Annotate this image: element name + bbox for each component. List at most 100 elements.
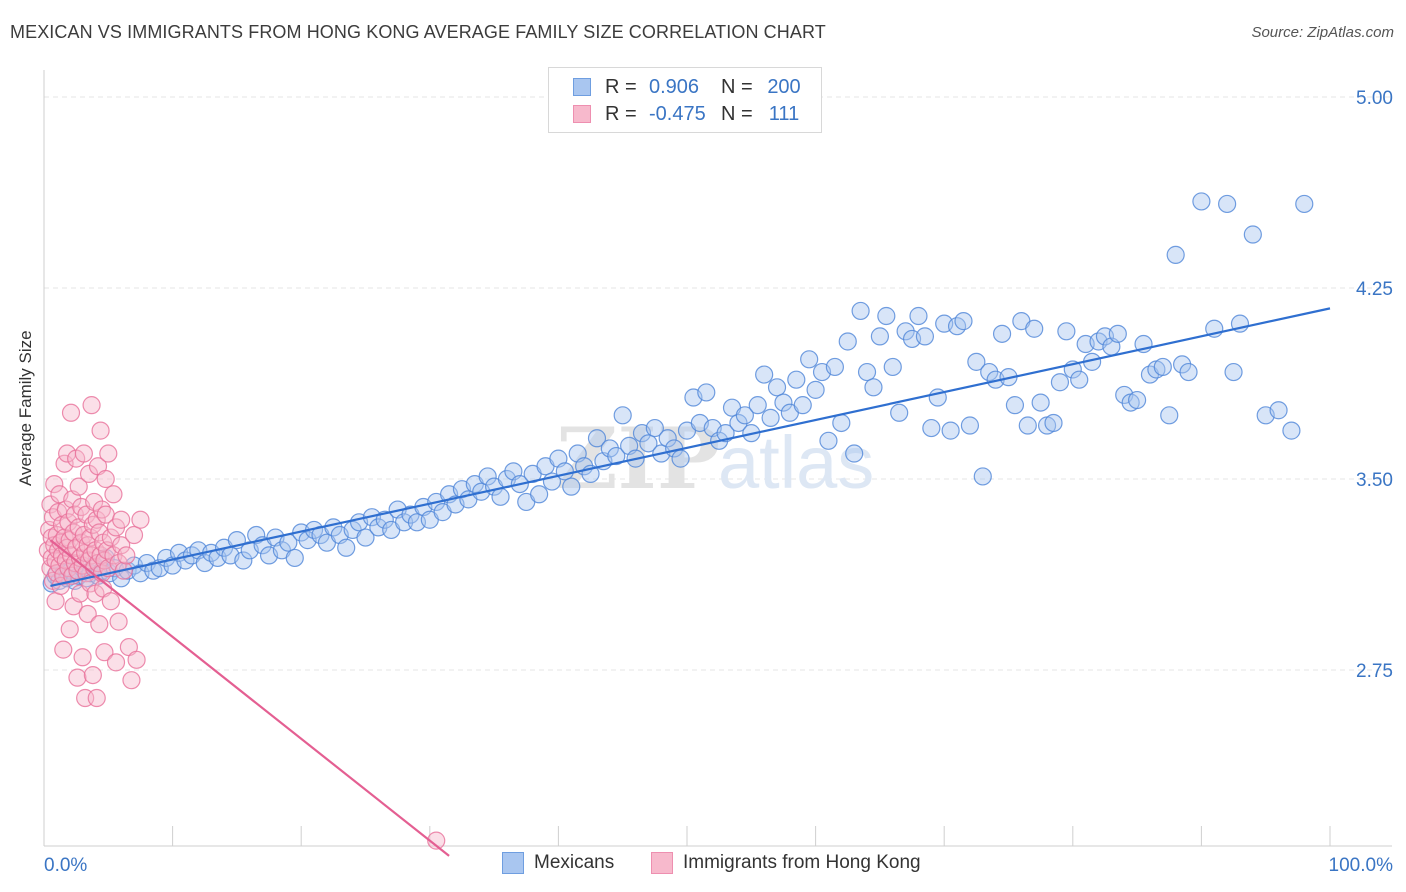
hong-kong-point <box>73 648 92 667</box>
mexicans-point <box>825 357 844 377</box>
mexicans-point <box>491 487 510 506</box>
hong-kong-point <box>46 592 65 611</box>
legend-swatch-blue <box>573 78 591 96</box>
mexicans-point <box>915 327 935 346</box>
y-tick-label: 4.25 <box>1356 279 1393 300</box>
mexicans-point <box>819 431 838 450</box>
hong-kong-point <box>122 671 141 690</box>
mexicans-point <box>1070 370 1089 389</box>
series-mexicans <box>42 192 1314 593</box>
mexicans-point <box>787 370 806 389</box>
gridlines <box>44 96 1392 671</box>
hong-kong-point <box>106 653 126 672</box>
chart-title: MEXICAN VS IMMIGRANTS FROM HONG KONG AVE… <box>10 22 826 42</box>
mexicans-point <box>1282 421 1301 440</box>
mexicans-point <box>992 324 1012 343</box>
mexicans-point <box>1179 362 1198 382</box>
mexicans-point <box>1127 390 1147 410</box>
mexicans-point <box>729 413 748 433</box>
mexicans-point <box>285 548 304 568</box>
legend-item-hong-kong: Immigrants from Hong Kong <box>651 852 921 874</box>
hong-kong-point <box>427 831 446 850</box>
trend-line-hong-kong <box>49 539 450 857</box>
hong-kong-point <box>117 546 136 565</box>
legend-swatch-mexicans <box>502 852 524 874</box>
mexicans-point <box>658 429 677 448</box>
hong-kong-point <box>68 668 87 687</box>
x-tick-label-max: 100.0% <box>1329 855 1394 876</box>
hong-kong-point <box>104 485 123 504</box>
mexicans-point <box>375 510 394 529</box>
mexicans-point <box>851 301 870 321</box>
mexicans-point <box>1192 192 1211 211</box>
mexicans-point <box>1050 373 1070 392</box>
hong-kong-point <box>124 525 144 545</box>
mexicans-point <box>337 538 356 557</box>
mexicans-point <box>1005 396 1025 415</box>
mexicans-point <box>774 393 793 412</box>
y-axis-label: Average Family Size <box>16 330 35 486</box>
legend-r-value: 0.906 <box>649 75 700 98</box>
trend-lines <box>49 307 1331 857</box>
mexicans-point <box>883 357 902 377</box>
hong-kong-point <box>60 620 79 639</box>
mexicans-point <box>806 380 825 399</box>
mexicans-point <box>716 424 735 443</box>
hong-kong-point <box>109 612 128 631</box>
mexicans-point <box>973 467 992 486</box>
mexicans-point <box>748 396 767 415</box>
hong-kong-point <box>61 403 81 422</box>
legend-item-mexicans: Mexicans <box>502 852 614 874</box>
stats-legend: R = 0.906 N = 200 R = -0.475 N = 111 <box>548 67 822 133</box>
legend-n-label: N = <box>721 102 753 125</box>
hong-kong-point <box>85 492 104 512</box>
legend-label-hong-kong: Immigrants from Hong Kong <box>683 852 921 873</box>
mexicans-point <box>1295 194 1314 214</box>
hong-kong-point <box>90 523 109 542</box>
mexicans-point <box>857 362 877 382</box>
mexicans-point <box>1057 322 1076 341</box>
hong-kong-point <box>90 615 109 634</box>
legend-r-label: R = <box>605 102 637 125</box>
tick-labels: 5.00 4.25 3.50 2.75 0.0% 100.0% <box>44 88 1393 876</box>
mexicans-point <box>800 350 819 369</box>
mexicans-point <box>671 449 690 468</box>
mexicans-point <box>1031 393 1050 412</box>
mexicans-point <box>941 421 960 440</box>
mexicans-point <box>838 332 857 351</box>
axes <box>43 70 1392 847</box>
hong-kong-point <box>54 640 73 659</box>
hong-kong-point <box>78 604 97 624</box>
mexicans-point <box>1018 416 1037 435</box>
trend-line-mexicans <box>50 307 1331 588</box>
mexicans-point <box>1224 362 1243 382</box>
mexicans-point <box>1044 413 1063 433</box>
y-tick-label: 5.00 <box>1356 88 1393 109</box>
mexicans-point <box>1025 319 1044 338</box>
mexicans-point <box>832 413 851 433</box>
mexicans-point <box>767 378 787 397</box>
hong-kong-point <box>87 688 106 708</box>
y-tick-label: 2.75 <box>1356 661 1393 682</box>
mexicans-point <box>735 406 754 425</box>
mexicans-point <box>645 418 664 438</box>
hong-kong-point <box>127 650 146 669</box>
hong-kong-point <box>131 510 150 529</box>
source-label: Source: ZipAtlas.com <box>1251 24 1394 41</box>
mexicans-point <box>922 418 941 438</box>
mexicans-point <box>555 462 574 481</box>
mexicans-point <box>1166 245 1185 264</box>
mexicans-point <box>761 408 780 427</box>
watermark-atlas: atlas <box>718 421 874 504</box>
mexicans-point <box>845 444 864 463</box>
legend-r-label: R = <box>605 75 637 98</box>
y-tick-label: 3.50 <box>1356 470 1393 491</box>
mexicans-point <box>1108 324 1127 343</box>
mexicans-point <box>960 416 980 435</box>
series-legend: Mexicans Immigrants from Hong Kong <box>0 852 1406 878</box>
hong-kong-point <box>101 528 120 547</box>
mexicans-point <box>1269 401 1288 420</box>
mexicans-point <box>600 439 619 458</box>
hong-kong-point <box>101 592 120 611</box>
